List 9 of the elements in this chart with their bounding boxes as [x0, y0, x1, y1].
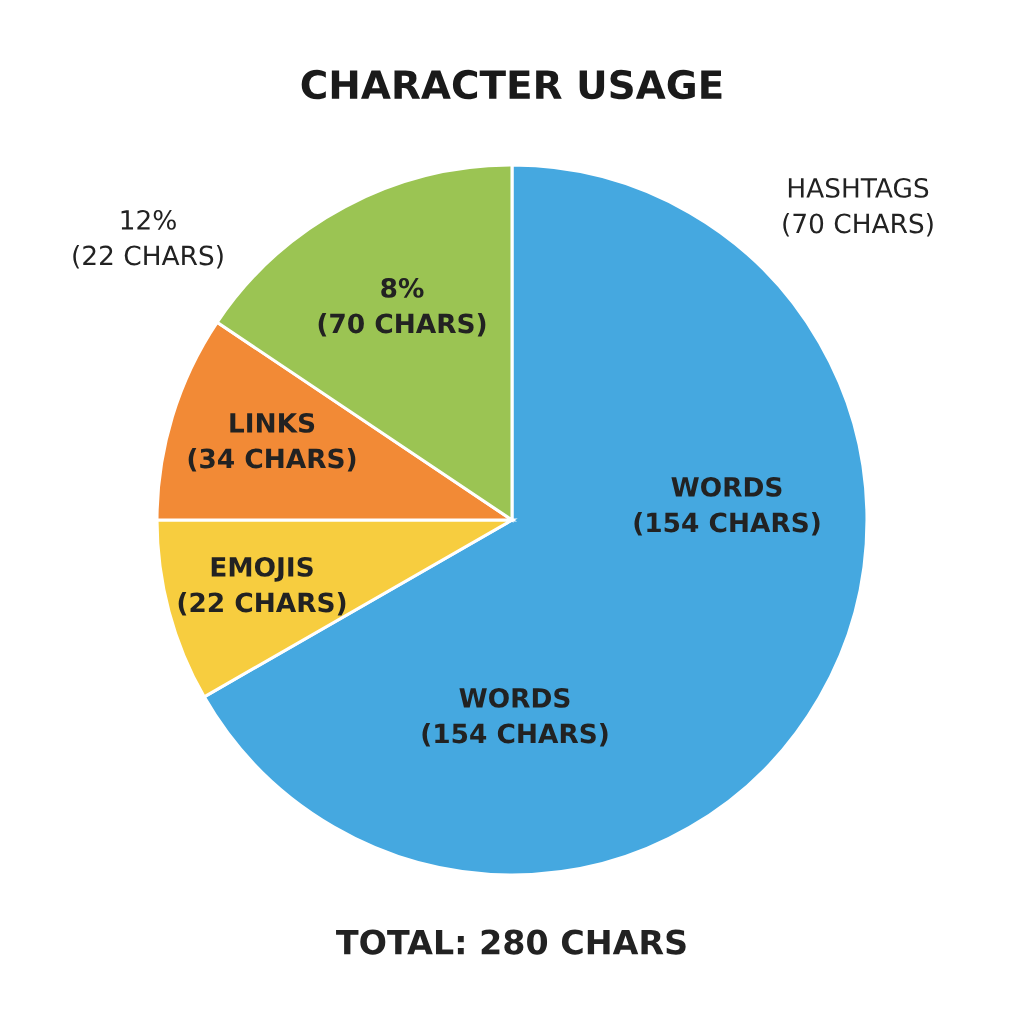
- chart-title: CHARACTER USAGE: [301, 69, 722, 100]
- text: WORDS (154 CHARS): [422, 687, 608, 747]
- text: 12% (22 CHARS): [73, 209, 223, 269]
- text: LINKS (34 CHARS): [188, 412, 356, 472]
- text: TOTAL: 280 CHARS: [336, 929, 686, 955]
- text: HASHTAGS (70 CHARS): [783, 177, 933, 237]
- text: 8% (70 CHARS): [318, 277, 486, 337]
- text: EMOJIS (22 CHARS): [178, 556, 346, 616]
- text: WORDS (154 CHARS): [634, 476, 820, 536]
